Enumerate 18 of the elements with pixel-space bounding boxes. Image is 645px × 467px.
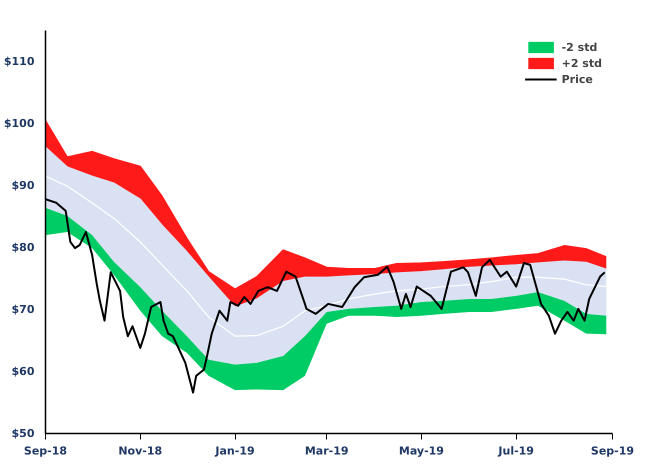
line-series	[46, 176, 607, 337]
x-tick-label: May-19	[398, 444, 444, 458]
y-tick-label: $50	[12, 427, 35, 440]
y-tick-label: $100	[4, 117, 35, 130]
y-tick-label: $80	[12, 241, 35, 254]
y-tick-label: $110	[4, 55, 35, 68]
x-tick-label: Jul-19	[497, 444, 534, 458]
y-tick-label: $90	[12, 179, 35, 192]
legend-label: -2 std	[562, 40, 598, 54]
y-tick-label: $60	[12, 365, 35, 378]
legend-label: +2 std	[562, 56, 602, 70]
x-tick-label: Mar-19	[304, 444, 349, 458]
x-tick-label: Nov-18	[118, 444, 162, 458]
legend-label: Price	[562, 72, 593, 86]
y-tick-label: $70	[12, 303, 35, 316]
x-tick-label: Sep-18	[24, 444, 68, 458]
x-tick-label: Sep-19	[590, 444, 634, 458]
x-tick-label: Jan-19	[214, 444, 255, 458]
